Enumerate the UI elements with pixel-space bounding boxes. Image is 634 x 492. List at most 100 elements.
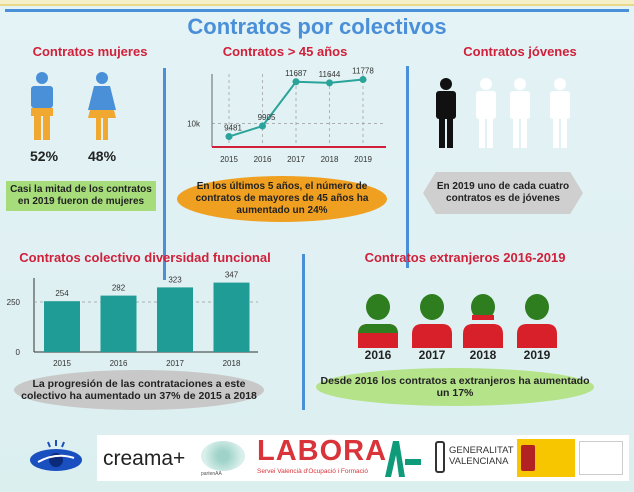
person-icon [412,294,452,348]
person-body [358,324,398,334]
bar [100,295,137,352]
foreign-title: Contratos extranjeros 2016-2019 [364,250,566,265]
data-label: 254 [55,289,69,298]
x-tick-label: 2015 [220,155,238,164]
foreign-year: 2018 [469,348,497,362]
creama-logo: creama+ [103,447,185,471]
person-leg [521,118,527,148]
person-head [480,78,492,90]
person-head [366,294,390,320]
x-tick-label: 2019 [354,155,372,164]
person-icon [550,78,570,148]
person-body [436,91,456,119]
data-point [225,133,233,141]
person-head [420,294,444,320]
woman-icon [88,72,116,140]
person-head [525,294,549,320]
young-caption: En 2019 uno de cada cuatro contratos es … [423,172,583,214]
bar [157,287,193,352]
women-caption: Casi la mitad de los contratos en 2019 f… [6,181,156,211]
divider [163,68,166,280]
person-head [514,78,526,90]
x-tick-label: 2018 [223,359,241,368]
bar-chart: 0 250 254 2015 282 2016 323 2017 347 2018 [7,271,258,368]
divider [406,66,409,268]
over45-title: Contratos > 45 años [222,44,348,59]
data-label: 323 [168,275,182,284]
foreign-year: 2017 [418,348,446,362]
data-point [292,78,300,86]
y-tick-label: 0 [16,348,21,357]
eye-logo [30,440,82,471]
women-percentage: 48% [88,148,117,164]
person-icon [510,78,530,148]
person-icon [463,294,503,348]
x-tick-label: 2017 [287,155,305,164]
foreign-year: 2019 [523,348,551,362]
data-label: 9905 [258,113,276,122]
data-label: 11644 [319,70,341,79]
x-tick-label: 2016 [110,359,128,368]
person-body [463,324,503,348]
diversity-title: Contratos colectivo diversidad funcional [19,250,271,265]
divider [302,254,305,410]
person-icon [517,294,557,348]
partenaa-text: partenAA [201,471,222,477]
young-icons [436,78,570,148]
person-body [412,324,452,348]
creama-text: creama+ [103,447,186,470]
man-icon [31,72,53,140]
person-leg [553,118,559,148]
foreign-caption: Desde 2016 los contratos a extranjeros h… [316,368,594,406]
bar [213,282,250,352]
gender-icons [31,72,116,140]
partenaa-logo [201,441,245,471]
ministerio-logo [517,439,575,477]
person-leg [479,118,485,148]
data-point [359,76,367,84]
generalitat-logo: GENERALITAT VALENCIANA [449,445,514,467]
data-label: 347 [225,271,239,280]
x-tick-label: 2015 [53,359,71,368]
top-band [0,0,634,6]
logos-bar: creama+ partenAA LABORA Servei Valencià … [97,435,629,481]
data-label: 9481 [224,124,242,133]
y-tick-label: 10k [187,120,201,129]
gva-shield-icon [435,441,445,473]
sepe-logo [579,441,623,475]
data-point [326,79,333,87]
person-leg [561,118,567,148]
person-leg [513,118,519,148]
person-body [517,324,557,348]
over45-caption: En los últimos 5 años, el número de cont… [177,176,387,222]
person-head [554,78,566,90]
foreign-icons [358,294,557,348]
person-body [550,91,570,119]
data-label: 11778 [352,67,374,76]
person-leg [447,118,453,148]
person-body [476,91,496,119]
x-tick-label: 2016 [254,155,272,164]
page-title: Contratos por colectivos [187,14,447,39]
x-tick-label: 2018 [321,155,339,164]
labora-logo: LABORA [257,435,388,467]
x-tick-label: 2017 [166,359,184,368]
men-percentage: 52% [30,148,59,164]
person-body [510,91,530,119]
person-head [440,78,452,90]
women-title: Contratos mujeres [32,44,148,59]
divider [5,9,629,12]
data-label: 282 [112,284,126,293]
foreign-year: 2016 [364,348,392,362]
person-icon [436,78,456,148]
diversity-caption: La progresión de las contrataciones a es… [14,370,264,410]
young-title: Contratos jóvenes [463,44,577,59]
person-leg [439,118,445,148]
avalem-logo [385,441,421,477]
y-tick-label: 250 [7,298,21,307]
person-head [472,315,494,320]
person-icon [358,294,398,348]
person-leg [487,118,493,148]
person-head [471,294,495,320]
line-chart: 2015 2016 2017 2018 2019 10k 9481 9905 11687 1164… [187,67,386,164]
